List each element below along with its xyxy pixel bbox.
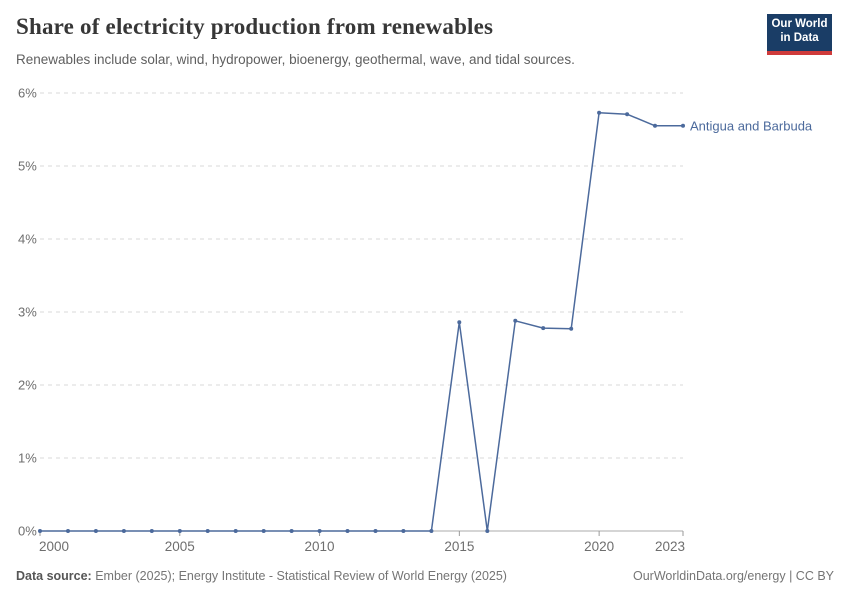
attribution-note: OurWorldinData.org/energy | CC BY: [632, 569, 834, 583]
x-tick-label: 2023: [655, 539, 685, 554]
data-source-label: Data source:: [16, 569, 92, 583]
owid-logo-line2: in Data: [780, 32, 819, 44]
data-point: [317, 529, 322, 533]
owid-logo-line1: Our World: [771, 18, 828, 30]
y-tick-label: 5%: [18, 159, 37, 174]
data-point: [625, 112, 630, 117]
data-point: [38, 529, 42, 533]
data-source-text: Ember (2025); Energy Institute - Statist…: [91, 569, 507, 583]
data-point: [653, 123, 657, 128]
y-tick-label: 1%: [18, 451, 37, 466]
chart-subtitle: Renewables include solar, wind, hydropow…: [16, 52, 575, 67]
data-source-note: Data source: Ember (2025); Energy Instit…: [16, 569, 507, 583]
x-tick-label: 2000: [39, 539, 69, 554]
data-point: [569, 326, 574, 331]
x-tick-label: 2005: [165, 539, 195, 554]
chart-footer: Data source: Ember (2025); Energy Instit…: [16, 569, 834, 583]
data-point: [205, 529, 210, 533]
data-point: [93, 529, 98, 533]
data-point: [401, 529, 406, 533]
x-tick-label: 2010: [305, 539, 335, 554]
data-point: [513, 318, 518, 323]
data-point: [681, 123, 685, 128]
y-tick-label: 2%: [18, 378, 37, 393]
data-point: [233, 529, 238, 533]
y-tick-label: 4%: [18, 232, 37, 247]
data-point: [345, 529, 350, 533]
data-point: [457, 320, 462, 325]
data-point: [66, 529, 70, 533]
data-point: [485, 529, 490, 533]
data-point: [149, 529, 154, 533]
y-tick-label: 0%: [18, 524, 37, 539]
data-point: [373, 529, 378, 533]
x-tick-label: 2020: [584, 539, 614, 554]
y-tick-label: 3%: [18, 305, 37, 320]
x-tick-label: 2015: [444, 539, 474, 554]
data-point: [429, 529, 434, 533]
data-point: [177, 529, 182, 533]
data-point: [121, 529, 126, 533]
chart-title: Share of electricity production from ren…: [16, 14, 494, 39]
data-point: [261, 529, 266, 533]
data-line: [40, 111, 683, 532]
entity-label: Antigua and Barbuda: [690, 118, 813, 133]
owid-logo: Our World in Data: [767, 14, 832, 55]
y-tick-label: 6%: [18, 86, 37, 101]
data-point: [597, 110, 602, 115]
data-point: [541, 326, 546, 331]
data-point: [289, 529, 294, 533]
